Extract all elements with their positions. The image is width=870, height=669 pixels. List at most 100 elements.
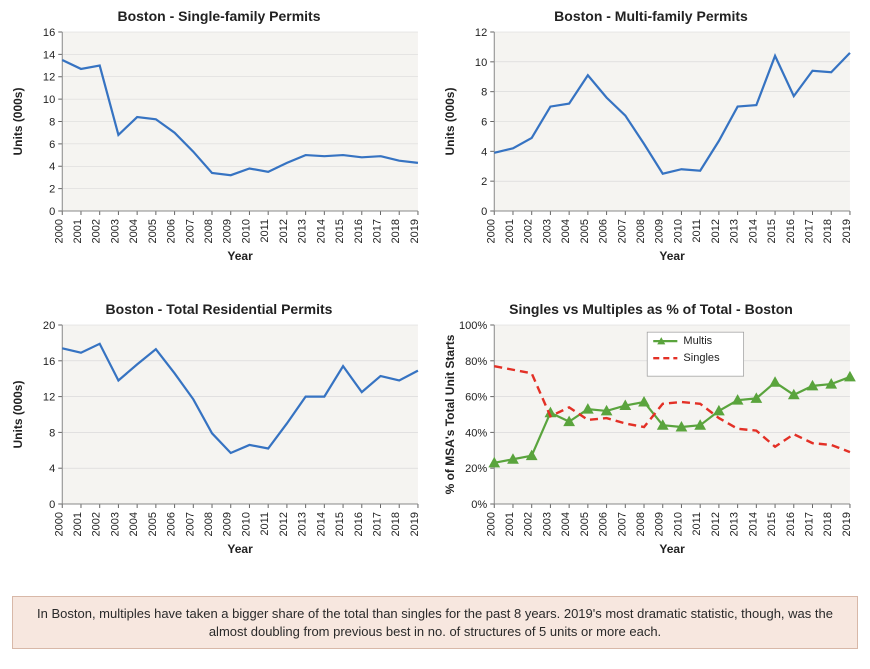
svg-text:2005: 2005	[579, 512, 591, 536]
svg-text:2019: 2019	[841, 219, 853, 243]
svg-text:Multis: Multis	[683, 335, 712, 347]
svg-text:2005: 2005	[147, 219, 159, 243]
svg-text:2019: 2019	[409, 512, 421, 536]
svg-text:2007: 2007	[184, 512, 196, 536]
svg-text:2013: 2013	[297, 512, 309, 536]
svg-text:2009: 2009	[654, 219, 666, 243]
svg-text:4: 4	[49, 161, 55, 173]
svg-text:Units (000s): Units (000s)	[443, 88, 457, 156]
chart-total: Boston - Total Residential Permits 0 4 8 12…	[8, 301, 430, 588]
svg-text:2: 2	[481, 176, 487, 188]
chart-title: Boston - Total Residential Permits	[8, 301, 430, 317]
svg-text:2002: 2002	[91, 219, 103, 243]
svg-text:2008: 2008	[635, 219, 647, 243]
svg-text:12: 12	[43, 392, 55, 404]
svg-text:2007: 2007	[616, 219, 628, 243]
svg-text:6: 6	[49, 139, 55, 151]
svg-text:2016: 2016	[353, 512, 365, 536]
svg-text:0: 0	[49, 499, 55, 511]
svg-text:2017: 2017	[803, 219, 815, 243]
svg-text:2014: 2014	[315, 219, 327, 243]
svg-text:2008: 2008	[203, 219, 215, 243]
svg-text:Year: Year	[227, 542, 253, 556]
svg-text:2002: 2002	[523, 219, 535, 243]
svg-text:2017: 2017	[371, 512, 383, 536]
svg-text:2004: 2004	[560, 512, 572, 536]
chart-pct: Singles vs Multiples as % of Total - Bos…	[440, 301, 862, 588]
svg-text:2017: 2017	[803, 512, 815, 536]
svg-text:2001: 2001	[72, 512, 84, 536]
svg-text:2013: 2013	[297, 219, 309, 243]
svg-text:2000: 2000	[485, 219, 497, 243]
svg-text:2003: 2003	[541, 512, 553, 536]
svg-text:2011: 2011	[259, 219, 271, 243]
chart-canvas-total: 0481216202000200120022003200420052006200…	[8, 319, 430, 559]
svg-text:2009: 2009	[654, 512, 666, 536]
chart-canvas-multi: 0246810122000200120022003200420052006200…	[440, 26, 862, 266]
svg-text:2015: 2015	[766, 512, 778, 536]
svg-text:80%: 80%	[465, 356, 487, 368]
svg-text:100%: 100%	[459, 320, 487, 332]
chart-title: Boston - Single-family Permits	[8, 8, 430, 24]
svg-text:2010: 2010	[240, 219, 252, 243]
svg-text:6: 6	[481, 117, 487, 129]
svg-text:Units (000s): Units (000s)	[11, 88, 25, 156]
chart-multi-family: Boston - Multi-family Permits 0246810122…	[440, 8, 862, 295]
svg-text:10: 10	[475, 57, 487, 69]
svg-text:2016: 2016	[785, 219, 797, 243]
svg-text:2: 2	[49, 184, 55, 196]
svg-text:2004: 2004	[128, 219, 140, 243]
svg-text:2011: 2011	[691, 219, 703, 243]
svg-text:2000: 2000	[53, 219, 65, 243]
svg-text:Year: Year	[659, 249, 685, 263]
svg-text:Singles: Singles	[683, 352, 720, 364]
svg-text:2006: 2006	[166, 219, 178, 243]
svg-text:2014: 2014	[747, 512, 759, 536]
svg-text:60%: 60%	[465, 392, 487, 404]
svg-text:2000: 2000	[485, 512, 497, 536]
svg-text:2007: 2007	[616, 512, 628, 536]
svg-text:2003: 2003	[541, 219, 553, 243]
svg-text:2015: 2015	[334, 512, 346, 536]
svg-text:2015: 2015	[334, 219, 346, 243]
chart-title: Boston - Multi-family Permits	[440, 8, 862, 24]
svg-text:8: 8	[49, 117, 55, 129]
svg-text:12: 12	[475, 27, 487, 39]
svg-text:2006: 2006	[598, 219, 610, 243]
svg-text:40%: 40%	[465, 427, 487, 439]
svg-text:2012: 2012	[710, 219, 722, 243]
svg-text:2005: 2005	[147, 512, 159, 536]
svg-text:2014: 2014	[747, 219, 759, 243]
svg-text:2017: 2017	[371, 219, 383, 243]
svg-text:2009: 2009	[222, 512, 234, 536]
svg-text:2004: 2004	[128, 512, 140, 536]
svg-text:2019: 2019	[409, 219, 421, 243]
svg-text:2008: 2008	[203, 512, 215, 536]
chart-single-family: Boston - Single-family Permits 024681012…	[8, 8, 430, 295]
chart-title: Singles vs Multiples as % of Total - Bos…	[440, 301, 862, 317]
svg-text:2005: 2005	[579, 219, 591, 243]
svg-text:2000: 2000	[53, 512, 65, 536]
svg-text:2003: 2003	[109, 512, 121, 536]
svg-text:2018: 2018	[822, 512, 834, 536]
svg-text:2012: 2012	[278, 219, 290, 243]
svg-text:2013: 2013	[729, 219, 741, 243]
chart-grid: Boston - Single-family Permits 0 2 4 6 8 10 12…	[8, 8, 862, 588]
svg-text:2014: 2014	[315, 512, 327, 536]
svg-text:2008: 2008	[635, 512, 647, 536]
svg-text:8: 8	[481, 87, 487, 99]
svg-text:0%: 0%	[471, 499, 487, 511]
svg-text:2009: 2009	[222, 219, 234, 243]
svg-text:2018: 2018	[390, 219, 402, 243]
svg-text:10: 10	[43, 94, 55, 106]
svg-text:2002: 2002	[523, 512, 535, 536]
svg-text:2006: 2006	[166, 512, 178, 536]
svg-text:4: 4	[481, 146, 487, 158]
svg-text:2004: 2004	[560, 219, 572, 243]
svg-text:2002: 2002	[91, 512, 103, 536]
svg-text:2010: 2010	[240, 512, 252, 536]
chart-canvas-pct: 0%20%40%60%80%100%2000200120022003200420…	[440, 319, 862, 559]
svg-text:4: 4	[49, 463, 55, 475]
svg-text:8: 8	[49, 427, 55, 439]
svg-text:14: 14	[43, 49, 55, 61]
